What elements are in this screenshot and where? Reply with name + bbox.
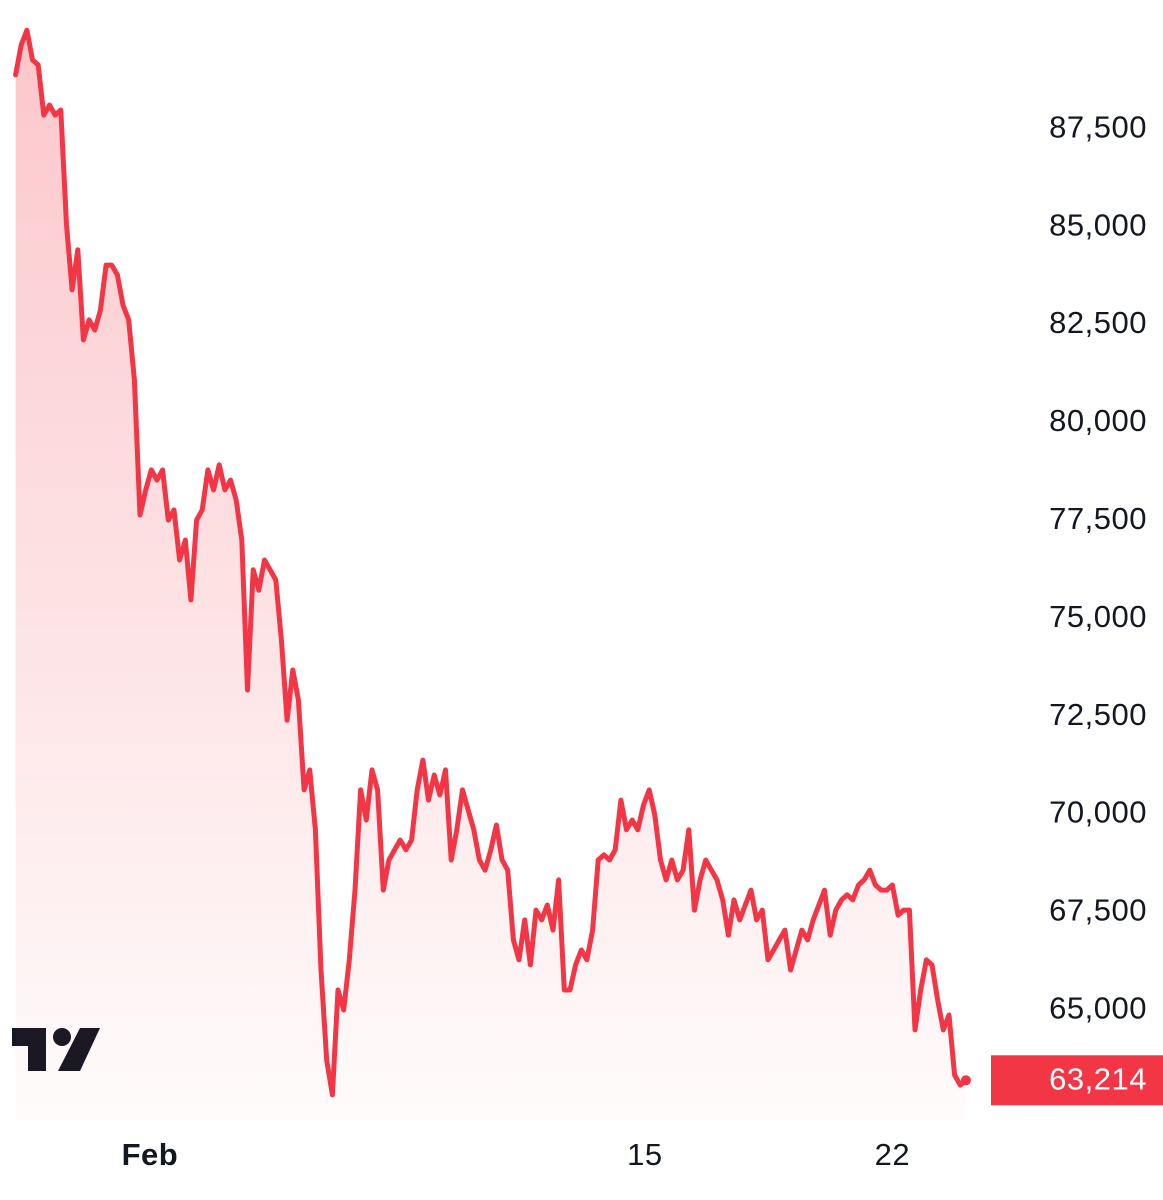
y-tick-label: 87,500 bbox=[1049, 109, 1147, 144]
y-tick-label: 70,000 bbox=[1049, 795, 1147, 830]
y-tick-label: 67,500 bbox=[1049, 893, 1147, 928]
y-tick-label: 75,000 bbox=[1049, 599, 1147, 634]
y-tick-label: 80,000 bbox=[1049, 403, 1147, 438]
area-fill bbox=[15, 30, 967, 1121]
x-tick-label: Feb bbox=[122, 1137, 179, 1172]
last-point bbox=[960, 1075, 971, 1086]
y-tick-label: 65,000 bbox=[1049, 991, 1147, 1026]
y-tick-label: 72,500 bbox=[1049, 697, 1147, 732]
x-tick-label: 22 bbox=[875, 1137, 910, 1172]
y-tick-label: 77,500 bbox=[1049, 501, 1147, 536]
price-line bbox=[13, 27, 969, 1098]
last-value-badge bbox=[991, 1055, 1163, 1106]
x-tick-label: 15 bbox=[627, 1137, 662, 1172]
y-tick-label: 85,000 bbox=[1049, 207, 1147, 242]
y-tick-label: 82,500 bbox=[1049, 305, 1147, 340]
last-value-label: 63,214 bbox=[1049, 1061, 1147, 1096]
